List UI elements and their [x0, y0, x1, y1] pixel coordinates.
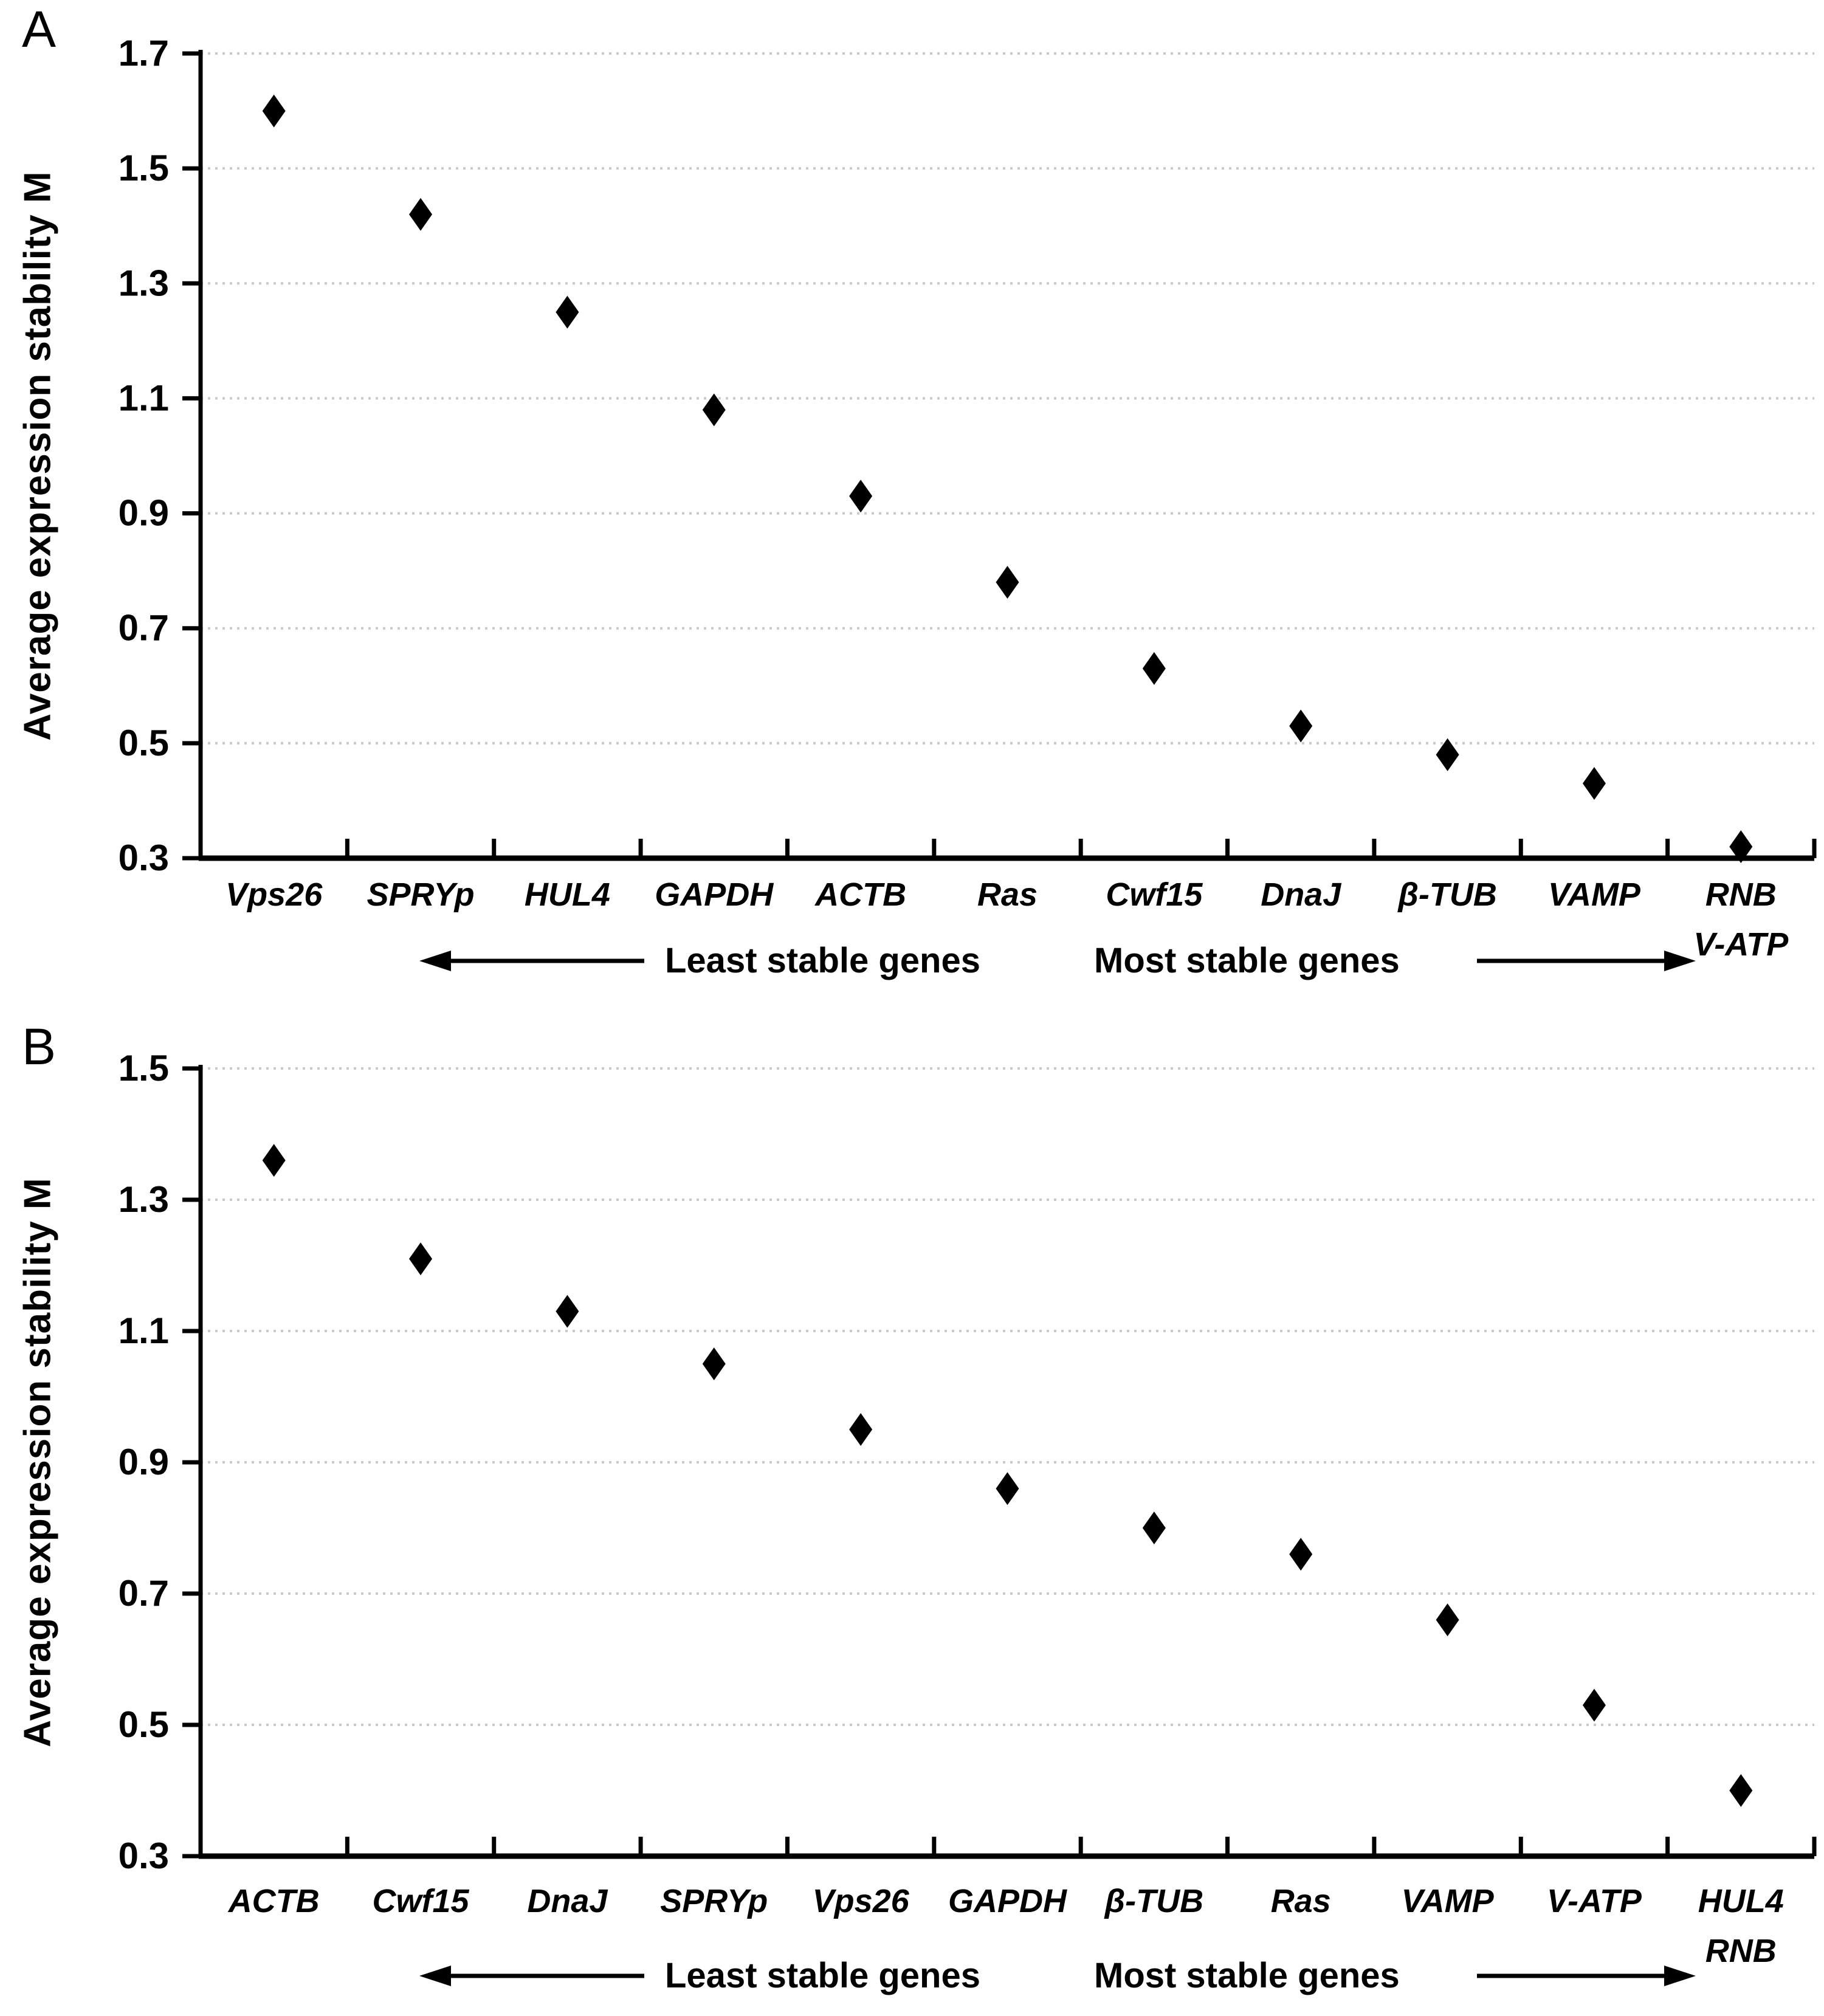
- x-tick-label: Cwf15: [373, 1883, 470, 1919]
- right-arrow-icon: [1664, 1966, 1696, 1986]
- panel-a-y-axis-title: Average expression stability M: [16, 171, 59, 741]
- x-tick-label: ACTB: [227, 1883, 320, 1919]
- y-tick-label: 1.1: [119, 377, 169, 418]
- panel-a-chart: 0.3 0.5 0.7 0.9 1.1 1.3 1.5 1.7 Vps26 SPRYp HUL4 GA…: [119, 33, 1817, 980]
- data-point-SPRYp: [702, 1347, 726, 1380]
- data-point-ACTB: [849, 480, 873, 513]
- data-point-VAMP: [1582, 767, 1606, 800]
- data-point-Vps26: [849, 1413, 873, 1446]
- data-point-DnaJ: [556, 1295, 579, 1328]
- y-axis: 0.3 0.5 0.7 0.9 1.1 1.3 1.5 1.7: [119, 33, 203, 878]
- gridlines: [201, 1067, 1814, 1726]
- y-tick-label: 0.3: [119, 838, 169, 878]
- x-tick-label: β-TUB: [1104, 1883, 1203, 1919]
- x-tick-label: HUL4: [525, 876, 610, 913]
- x-tick-label: GAPDH: [655, 876, 774, 913]
- data-point-V-ATP: [1582, 1688, 1606, 1722]
- x-tick-label: Ras: [1271, 1883, 1331, 1919]
- x-tick-label: RNB: [1705, 1933, 1777, 1969]
- y-tick-label: 0.5: [119, 723, 169, 763]
- left-arrow-icon: [419, 951, 451, 971]
- x-tick-label: V-ATP: [1547, 1883, 1642, 1919]
- x-tick-label: DnaJ: [527, 1883, 608, 1919]
- data-point-SPRYp: [409, 198, 433, 231]
- data-point-β-TUB: [1436, 738, 1459, 771]
- least-stable-label: Least stable genes: [665, 941, 980, 980]
- x-tick-labels: Vps26 SPRYp HUL4 GAPDH ACTB Ras Cwf15 DnaJ β-TUB…: [225, 876, 1789, 963]
- x-axis: [199, 839, 1817, 861]
- x-tick-label: β-TUB: [1397, 876, 1496, 913]
- data-point-HUL4: [556, 295, 579, 329]
- panel-a-letter: A: [22, 1, 57, 58]
- most-stable-label: Most stable genes: [1094, 1956, 1400, 1995]
- panel-b-y-axis-title: Average expression stability M: [16, 1177, 59, 1747]
- x-tick-label: SPRYp: [660, 1883, 768, 1919]
- right-arrow-icon: [1664, 951, 1696, 971]
- x-tick-label: GAPDH: [948, 1883, 1067, 1919]
- least-stable-label: Least stable genes: [665, 1956, 980, 1995]
- panel-a: 0.3 0.5 0.7 0.9 1.1 1.3 1.5 1.7 Vps26 SPRYp HUL4 GA…: [16, 1, 1817, 980]
- stability-annotations: Least stable genes Most stable genes: [419, 1956, 1696, 1995]
- y-tick-label: 0.7: [119, 1573, 169, 1614]
- data-series: [262, 94, 1753, 864]
- x-tick-label: Cwf15: [1106, 876, 1203, 913]
- data-point-Cwf15: [1142, 652, 1166, 685]
- x-tick-label: Ras: [977, 876, 1038, 913]
- x-tick-label: DnaJ: [1261, 876, 1341, 913]
- y-tick-label: 1.5: [119, 1048, 169, 1089]
- x-tick-label: ACTB: [814, 876, 906, 913]
- data-point-RNB-V-ATP: [1729, 830, 1753, 864]
- data-point-DnaJ: [1289, 709, 1313, 743]
- y-tick-label: 0.5: [119, 1704, 169, 1745]
- x-tick-label: HUL4: [1698, 1883, 1784, 1919]
- x-tick-label: Vps26: [225, 876, 323, 913]
- data-point-Ras: [1289, 1538, 1313, 1571]
- left-arrow-icon: [419, 1966, 451, 1986]
- data-point-Cwf15: [409, 1242, 433, 1276]
- y-tick-label: 0.3: [119, 1835, 169, 1876]
- y-axis: 0.3 0.5 0.7 0.9 1.1 1.3 1.5: [119, 1048, 203, 1876]
- y-tick-label: 1.7: [119, 33, 169, 74]
- y-tick-label: 1.3: [119, 1179, 169, 1220]
- data-point-GAPDH: [996, 1472, 1019, 1505]
- x-tick-label: RNB: [1705, 876, 1777, 913]
- gridlines: [201, 52, 1814, 745]
- x-tick-labels: ACTB Cwf15 DnaJ SPRYp Vps26 GAPDH β-TUB Ras VAMP…: [227, 1883, 1784, 1969]
- data-point-GAPDH: [702, 393, 726, 427]
- x-tick-label: VAMP: [1548, 876, 1641, 913]
- most-stable-label: Most stable genes: [1094, 941, 1400, 980]
- x-tick-label: SPRYp: [367, 876, 475, 913]
- stability-annotations: Least stable genes Most stable genes: [419, 941, 1696, 980]
- x-tick-label: Vps26: [813, 1883, 910, 1919]
- x-tick-label: V-ATP: [1693, 926, 1789, 963]
- data-point-Vps26: [262, 94, 286, 128]
- panel-b-letter: B: [22, 1018, 57, 1075]
- y-tick-label: 1.1: [119, 1310, 169, 1351]
- data-series: [262, 1144, 1753, 1807]
- y-tick-label: 1.5: [119, 148, 169, 188]
- panel-b: 0.3 0.5 0.7 0.9 1.1 1.3 1.5 ACTB Cwf15 DnaJ SPRYp V…: [0, 1008, 1824, 2016]
- y-tick-label: 1.3: [119, 263, 169, 303]
- x-tick-label: VAMP: [1402, 1883, 1495, 1919]
- data-point-VAMP: [1436, 1603, 1459, 1637]
- x-axis: [199, 1837, 1817, 1859]
- y-tick-label: 0.7: [119, 608, 169, 648]
- panel-b-chart: 0.3 0.5 0.7 0.9 1.1 1.3 1.5 ACTB Cwf15 DnaJ SPRYp V…: [119, 1048, 1817, 1995]
- data-point-ACTB: [262, 1144, 286, 1177]
- data-point-HUL4-RNB: [1729, 1774, 1753, 1807]
- y-tick-label: 0.9: [119, 1442, 169, 1482]
- data-point-Ras: [996, 566, 1019, 599]
- y-tick-label: 0.9: [119, 493, 169, 534]
- data-point-β-TUB: [1142, 1512, 1166, 1544]
